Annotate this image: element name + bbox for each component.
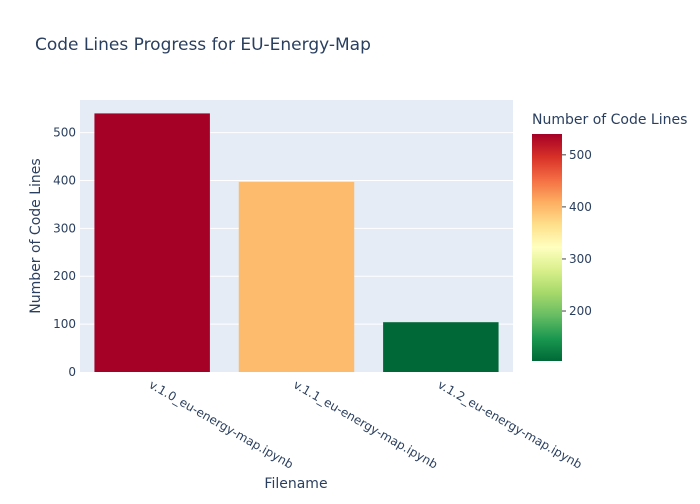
y-tick-label: 0 (68, 365, 76, 379)
bar (94, 113, 210, 372)
chart-title: Code Lines Progress for EU-Energy-Map (35, 35, 371, 55)
x-tick-label: v.1.2_eu-energy-map.ipynb (435, 377, 584, 471)
y-tick-label: 300 (53, 221, 76, 235)
bar (238, 181, 355, 372)
x-axis-title: Filename (264, 476, 327, 492)
x-axis-ticks: v.1.0_eu-energy-map.ipynbv.1.1_eu-energy… (147, 377, 585, 471)
y-tick-label: 400 (53, 173, 76, 187)
colorbar-tick-label: 400 (569, 200, 592, 214)
y-axis-title: Number of Code Lines (28, 158, 44, 313)
y-tick-label: 100 (53, 317, 76, 331)
colorbar-tick-label: 300 (569, 252, 592, 266)
x-tick-label: v.1.1_eu-energy-map.ipynb (291, 377, 440, 471)
x-tick-label: v.1.0_eu-energy-map.ipynb (147, 377, 296, 471)
y-axis-ticks: 0 100 200 300 400 500 (53, 126, 76, 379)
colorbar-ticks: 200 300 400 500 (562, 148, 592, 318)
colorbar-tick-label: 500 (569, 148, 592, 162)
y-tick-label: 200 (53, 269, 76, 283)
y-tick-label: 500 (53, 126, 76, 140)
bar (383, 322, 499, 372)
colorbar-title: Number of Code Lines (532, 112, 687, 128)
colorbar-tick-label: 200 (569, 304, 592, 318)
colorbar (532, 134, 562, 361)
bars (94, 113, 499, 372)
